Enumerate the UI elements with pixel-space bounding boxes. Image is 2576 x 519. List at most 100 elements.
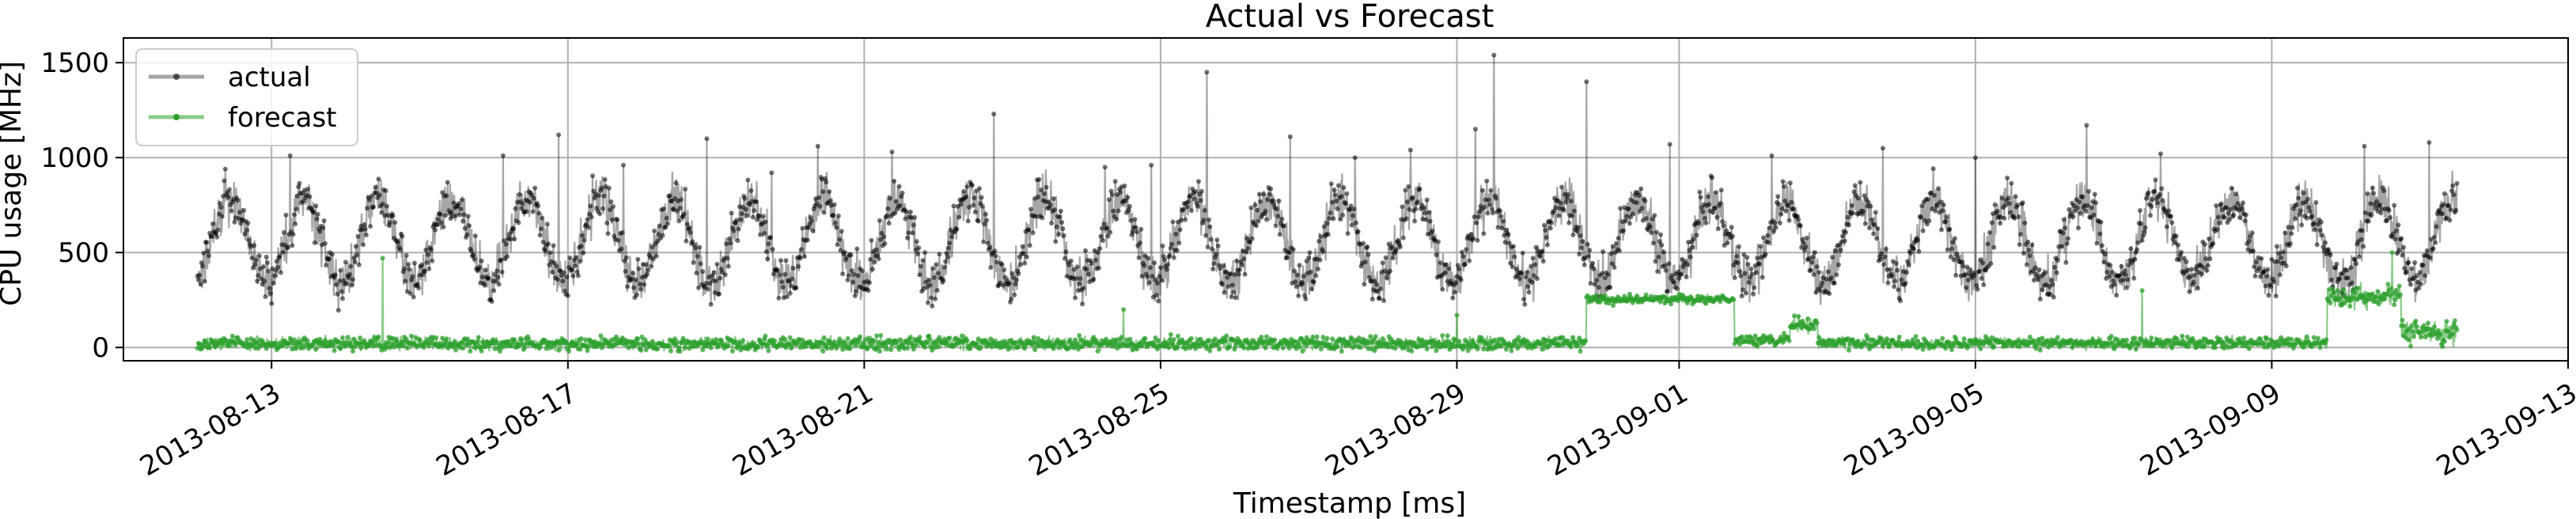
actual-point [1095,250,1100,256]
actual-point [1324,221,1330,226]
actual-point [1300,281,1305,286]
actual-point [468,248,474,254]
actual-point [2146,190,2151,195]
actual-point [854,289,858,294]
actual-point [2306,205,2312,210]
actual-point [2404,269,2409,275]
actual-point [1667,142,1673,147]
actual-point [697,244,703,250]
forecast-point [1846,347,1851,353]
actual-point [2085,203,2090,208]
forecast-point [479,348,484,354]
actual-point [1157,274,1162,279]
actual-point [2009,180,2014,186]
actual-point [969,183,975,188]
forecast-point [1032,347,1038,353]
actual-point [1176,241,1182,246]
actual-point [2002,216,2007,221]
actual-point [588,203,593,209]
forecast-point [2289,336,2294,342]
forecast-point [1327,342,1332,347]
actual-point [426,266,432,271]
forecast-point [2406,337,2411,343]
forecast-point [2115,337,2120,343]
actual-point [1896,287,1901,293]
chart-title: Actual vs Forecast [1206,0,1494,35]
actual-point [1380,260,1385,266]
actual-point [440,190,445,195]
actual-point [2202,241,2207,247]
actual-point [244,227,250,233]
actual-point [362,226,368,232]
forecast-point [766,348,771,354]
actual-point [951,203,957,209]
forecast-point [1324,335,1330,341]
forecast-point [1330,336,1335,342]
forecast-point [1578,349,1583,354]
actual-point [728,241,733,246]
actual-point [1338,217,1343,222]
forecast-point [1170,343,1176,348]
actual-point [1851,189,1857,195]
actual-point [1926,196,1931,202]
actual-point [2093,200,2099,206]
forecast-point [441,342,447,347]
forecast-point [1943,346,1949,351]
actual-point [2201,265,2207,271]
forecast-point [2396,283,2402,289]
actual-point [1347,206,1353,212]
forecast-point [1013,339,1018,345]
actual-point [1594,278,1600,283]
actual-point [2012,215,2017,221]
forecast-point [556,347,562,353]
actual-point [580,233,585,238]
actual-point [246,237,252,243]
actual-point [572,263,578,268]
actual-point [198,282,203,287]
forecast-point [2389,250,2395,256]
forecast-point [2392,302,2397,308]
actual-point [2408,282,2413,287]
actual-point [245,221,251,225]
forecast-point [2392,297,2398,302]
actual-point [957,214,961,220]
actual-point [2176,242,2181,248]
actual-point [200,263,206,269]
forecast-point [927,336,933,342]
actual-point [1684,262,1690,267]
forecast-point [2169,345,2175,350]
forecast-point [2419,335,2423,340]
actual-point [2275,244,2279,249]
actual-point [451,200,456,206]
actual-point [1249,236,1255,241]
actual-point [209,234,214,239]
actual-point [2451,192,2457,198]
forecast-point [1805,316,1810,321]
actual-point [263,254,269,260]
forecast-point [1074,341,1080,347]
actual-point [655,239,660,244]
actual-point [2142,225,2148,230]
actual-point [1157,265,1163,271]
actual-point [1218,266,1223,271]
actual-point [638,286,644,292]
actual-point [2160,198,2165,203]
actual-point [1769,153,1775,158]
actual-point [486,275,491,281]
actual-point [1810,255,1816,260]
forecast-point [1241,345,1247,350]
forecast-point [1509,348,1514,354]
actual-point [1472,127,1478,132]
actual-point [1261,191,1266,197]
actual-point [1616,248,1622,253]
actual-point [1084,267,1089,272]
forecast-point [2311,335,2317,340]
actual-point [926,278,932,282]
forecast-point [1731,297,1737,302]
forecast-point [1310,334,1316,339]
actual-point [1491,210,1495,216]
actual-point [928,295,934,301]
actual-point [683,187,688,191]
forecast-point [2438,331,2443,336]
actual-point [2150,197,2155,203]
